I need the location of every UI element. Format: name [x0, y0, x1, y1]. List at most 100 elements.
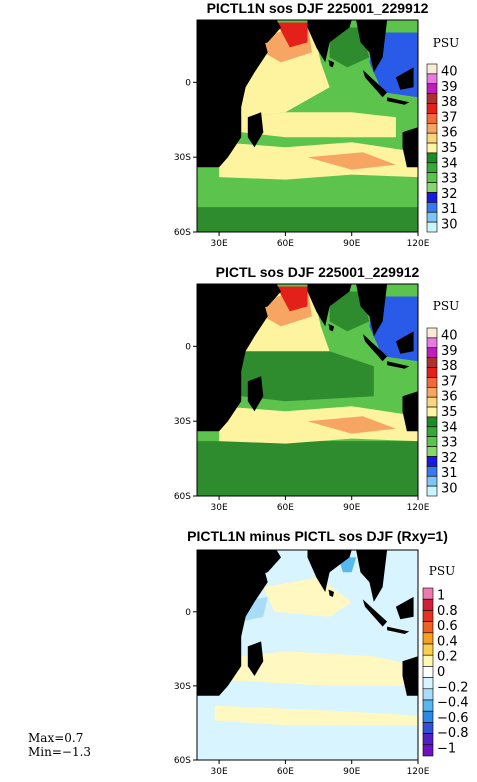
colorbar-label: −0.2 [437, 680, 469, 695]
diff-zero-south [214, 705, 418, 726]
madagascar-land [247, 112, 264, 148]
colorbar-swatch [426, 182, 438, 193]
x-tick-label: 30E [211, 239, 228, 249]
x-tick-label: 30E [211, 503, 228, 513]
x-tick-label: 90E [343, 767, 360, 777]
colorbar-swatch [426, 221, 438, 233]
colorbar-label: 40 [441, 65, 458, 80]
y-tick-label: 60S [174, 228, 191, 238]
y-tick-label: 30S [174, 417, 191, 427]
y-tick-label: 60S [174, 492, 191, 502]
sumatra-land [362, 333, 388, 362]
colorbar-swatch [426, 446, 438, 457]
x-tick-label: 120E [407, 503, 430, 513]
x-tick-label: 60E [277, 767, 294, 777]
bay-of-bengal [329, 27, 370, 68]
southern-band-deep [197, 207, 418, 232]
colorbar-swatch [426, 172, 438, 183]
colorbar-label: 35 [441, 141, 458, 156]
southern-band-deep [197, 471, 418, 496]
colorbar-swatch [426, 436, 438, 447]
colorbar-swatch [422, 710, 434, 723]
arabia-land [252, 550, 281, 578]
arabia-land [252, 20, 281, 48]
colorbar-swatch [426, 162, 438, 174]
y-tick-label: 0 [185, 78, 191, 88]
colorbar-label: 38 [441, 95, 458, 110]
colorbar-swatch [426, 63, 438, 75]
subtropical-belt [219, 142, 418, 180]
y-tick-label: 0 [185, 608, 191, 618]
sri-lanka-land [328, 589, 334, 597]
australia-land [402, 656, 418, 696]
colorbar-swatch [426, 132, 438, 144]
colorbar-swatch [426, 202, 438, 213]
colorbar-swatch [426, 337, 438, 349]
colorbar-swatch [426, 357, 438, 368]
colorbar-label: 0.8 [437, 604, 458, 619]
colorbar-swatch [422, 699, 434, 712]
colorbar-swatch [426, 83, 438, 94]
colorbar-label: −0.8 [437, 726, 469, 741]
colorbar-swatch [426, 406, 438, 418]
colorbar-swatch [426, 73, 438, 85]
africa-land [197, 550, 268, 696]
y-tick-label: 30S [174, 153, 191, 163]
colorbar-label: 36 [441, 126, 458, 141]
map-panel-1 [196, 19, 419, 233]
java-land [387, 361, 410, 369]
colorbar-unit: PSU [429, 564, 455, 578]
colorbar-swatch [426, 122, 438, 134]
x-tick-label: 120E [407, 239, 430, 249]
tropical-salty [241, 112, 396, 138]
min-stat: Min=−1.3 [28, 745, 91, 759]
colorbar-swatch [426, 142, 438, 154]
colorbar-swatch [422, 632, 434, 645]
colorbar-swatch [426, 211, 438, 223]
map-panel-2 [196, 283, 419, 497]
colorbar-swatch [426, 456, 438, 467]
borneo-land [395, 67, 414, 90]
colorbar-unit: PSU [433, 299, 459, 313]
subtropical-max [307, 416, 396, 434]
colorbar-label: 1 [437, 589, 445, 604]
tropical-fresh [236, 351, 374, 402]
java-land [387, 626, 410, 634]
x-tick-label: 60E [277, 503, 294, 513]
plot-frame [196, 549, 419, 761]
colorbar-swatch [422, 722, 434, 734]
colorbar-label: 35 [441, 405, 458, 420]
y-tick-label: 30S [174, 682, 191, 692]
colorbar [426, 327, 438, 497]
madagascar-land [247, 376, 264, 412]
map-panel-3 [196, 549, 419, 761]
x-tick-label: 30E [211, 767, 228, 777]
colorbar-label: 39 [441, 344, 458, 359]
colorbar-swatch [422, 688, 434, 701]
plot-frame [196, 19, 419, 233]
colorbar-swatch [422, 677, 434, 690]
colorbar-label: −0.6 [437, 711, 469, 726]
sri-lanka-land [328, 59, 334, 68]
diff-zero-north [263, 577, 352, 617]
colorbar-label: −0.4 [437, 696, 469, 711]
colorbar-label: 30 [441, 217, 458, 232]
africa-land [197, 20, 268, 168]
colorbar-label: 36 [441, 390, 458, 405]
x-tick-label: 90E [343, 239, 360, 249]
colorbar-label: 33 [441, 172, 458, 187]
borneo-land [395, 596, 414, 620]
colorbar-label: 31 [441, 466, 458, 481]
colorbar-label: 0.2 [437, 650, 458, 665]
colorbar-swatch [426, 475, 438, 487]
colorbar-swatch [422, 621, 434, 634]
colorbar-label: −1 [437, 741, 456, 756]
indochina-land [356, 20, 388, 73]
colorbar-swatch [422, 587, 434, 600]
x-tick-label: 60E [277, 239, 294, 249]
colorbar-unit: PSU [433, 36, 459, 50]
colorbar-label: 40 [441, 329, 458, 344]
colorbar-label: 32 [441, 187, 458, 202]
colorbar-label: 0 [437, 665, 445, 680]
